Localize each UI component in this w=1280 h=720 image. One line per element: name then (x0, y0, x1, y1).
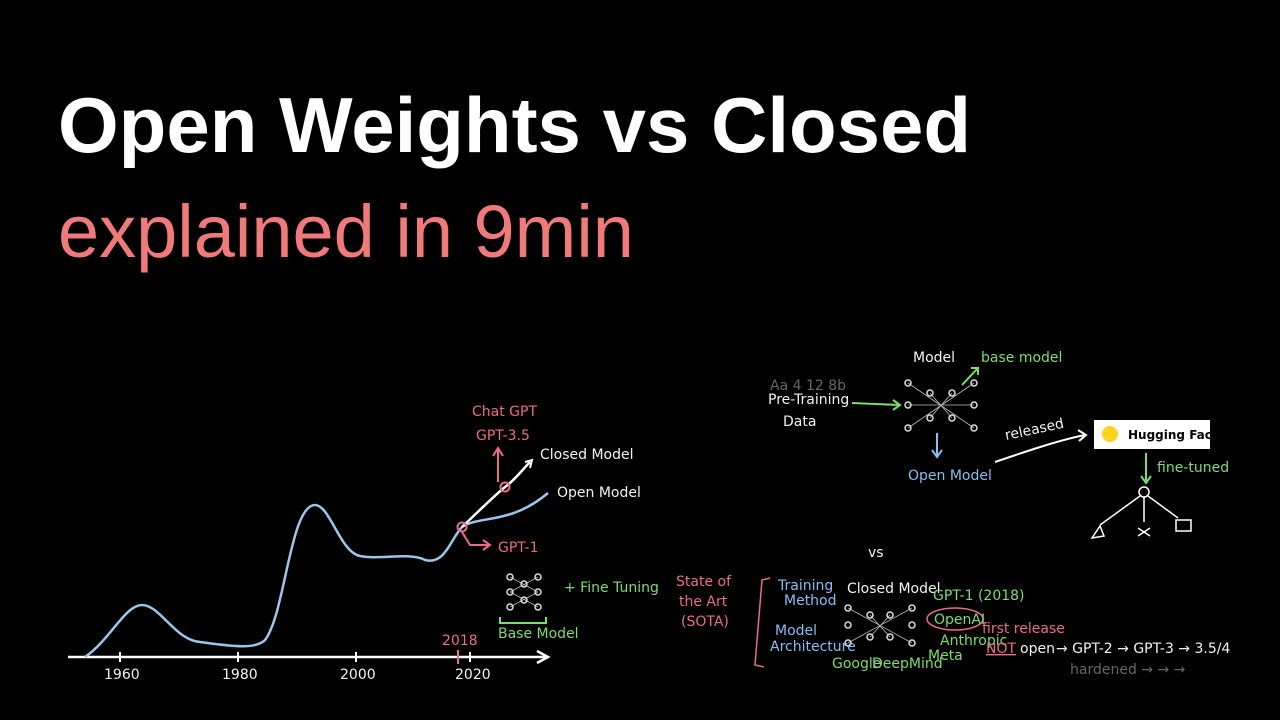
label: Chat GPT (472, 404, 537, 420)
label: fine-tuned (1157, 460, 1229, 476)
tick-label: 2020 (455, 667, 491, 683)
label: Closed Model (540, 447, 634, 463)
label: the Art (679, 594, 728, 610)
label: DeepMind (872, 656, 943, 672)
label: open (1020, 641, 1055, 657)
axis-arrow (536, 649, 551, 665)
label: + Fine Tuning (564, 580, 659, 596)
tick-label: 1960 (104, 667, 140, 683)
tick-label: 1980 (222, 667, 258, 683)
open-diagram: Aa 4 12 8b Model base model Pre-Training… (768, 350, 1229, 540)
label: Open Model (908, 468, 992, 484)
marker (499, 481, 511, 493)
label: Google (832, 656, 881, 672)
label: hardened → → → (1070, 662, 1186, 678)
label: Pre-Training (768, 392, 849, 408)
label: Training (777, 578, 833, 594)
label: Hugging Face (1128, 428, 1220, 442)
label: Base Model (498, 626, 579, 642)
label: Closed Model (847, 581, 941, 597)
label: Architecture (770, 639, 856, 655)
closed-branch (461, 461, 531, 528)
label: Model (913, 350, 955, 366)
label: released (1004, 416, 1066, 444)
closed-diagram: Training Method Closed Model Model Archi… (754, 577, 1230, 678)
label: → GPT-2 → GPT-3 → 3.5/4 (1056, 641, 1230, 657)
label: first release (982, 621, 1065, 637)
label: GPT-3.5 (476, 428, 530, 444)
label: Meta (928, 648, 963, 664)
timeline: 1960 1980 2000 2020 2018 Chat GPT GPT-3.… (68, 404, 732, 683)
label: NOT (986, 641, 1016, 657)
hf-logo (1102, 426, 1118, 442)
tick-label: 2000 (340, 667, 376, 683)
subtitle: explained in 9min (58, 190, 634, 273)
label: Open Model (557, 485, 641, 501)
label: GPT-1 (498, 540, 539, 556)
marker (456, 521, 468, 533)
tick-label: 2018 (442, 633, 478, 649)
label: GPT-1 (2018) (933, 588, 1025, 604)
svg-text:Aa 4 12 8b: Aa 4 12 8b (770, 378, 846, 394)
label: Data (783, 414, 816, 430)
vs-label: vs (868, 545, 884, 561)
label: State of (676, 574, 732, 590)
label: base model (981, 350, 1062, 366)
label: Anthropic (940, 633, 1007, 649)
label: Model (775, 623, 817, 639)
trend-curve (84, 492, 549, 659)
label: (SOTA) (681, 614, 729, 630)
label: OpenAI (934, 612, 985, 628)
title: Open Weights vs Closed (58, 81, 971, 169)
label: Method (784, 593, 837, 609)
